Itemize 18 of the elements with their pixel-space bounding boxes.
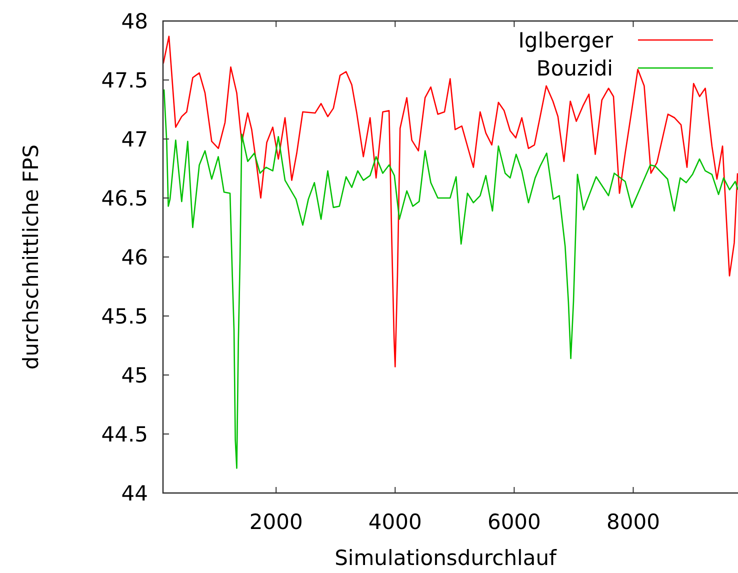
y-tick-label: 44.5 <box>101 422 148 446</box>
y-axis-title: durchschnittliche FPS <box>19 144 43 370</box>
x-tick-label: 2000 <box>249 510 303 534</box>
legend-label: Bouzidi <box>536 56 613 80</box>
x-axis-title: Simulationsdurchlauf <box>334 546 558 570</box>
y-tick-label: 45.5 <box>101 304 148 328</box>
y-tick-label: 47 <box>121 127 148 152</box>
y-tick-label: 46 <box>121 245 148 270</box>
y-tick-label: 44 <box>121 481 148 506</box>
y-tick-label: 46.5 <box>101 186 148 210</box>
line-series <box>163 88 738 469</box>
legend-label: Iglberger <box>518 28 614 52</box>
x-tick-label: 4000 <box>368 510 422 534</box>
y-tick-label: 47.5 <box>101 68 148 92</box>
x-tick-label: 8000 <box>606 510 660 534</box>
x-tick-label: 6000 <box>487 510 541 534</box>
y-tick-label: 45 <box>121 363 148 388</box>
y-tick-label: 48 <box>121 9 148 34</box>
